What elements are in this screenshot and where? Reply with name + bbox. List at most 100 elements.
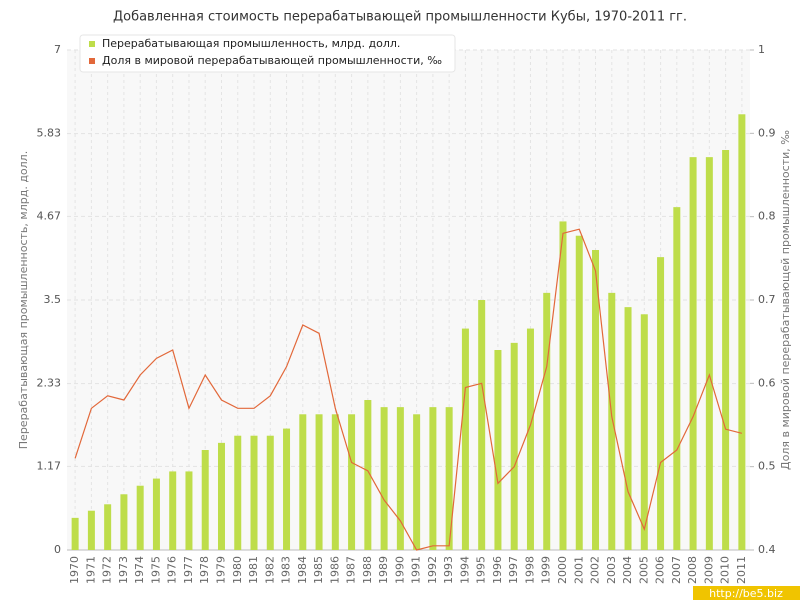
legend-box xyxy=(79,34,456,73)
legend: Перерабатывающая промышленность, млрд. д… xyxy=(79,34,456,73)
x-tick-label: 1993 xyxy=(442,556,455,584)
legend-swatch xyxy=(89,58,95,64)
x-tick-label: 1986 xyxy=(328,556,341,584)
y-tick-label: 3.5 xyxy=(44,293,62,306)
x-tick-label: 2005 xyxy=(637,556,650,584)
x-tick-label: 2001 xyxy=(572,556,585,584)
x-tick-label: 1988 xyxy=(361,556,374,584)
bar xyxy=(71,517,79,550)
x-tick-label: 2008 xyxy=(686,556,699,584)
line xyxy=(74,228,743,551)
legend-label: Перерабатывающая промышленность, млрд. д… xyxy=(102,37,400,50)
x-tick-label: 1985 xyxy=(312,556,325,584)
bar xyxy=(120,494,128,550)
bar xyxy=(510,342,518,550)
x-tick-label: 2000 xyxy=(556,556,569,584)
legend-label: Доля в мировой перерабатывающей промышле… xyxy=(102,54,442,67)
y-tick-label: 0 xyxy=(54,543,61,556)
bar xyxy=(348,414,356,550)
y2-tick-label: 0.5 xyxy=(758,460,776,473)
bar xyxy=(87,510,95,550)
bar xyxy=(201,450,209,550)
bar xyxy=(185,471,193,550)
bar xyxy=(738,114,746,551)
bar xyxy=(152,478,160,550)
y-tick-label: 7 xyxy=(54,43,61,56)
bar xyxy=(624,307,632,550)
x-tick-label: 1980 xyxy=(231,556,244,584)
legend-swatch xyxy=(89,41,95,47)
bar xyxy=(543,292,551,550)
bar xyxy=(494,350,502,550)
x-tick-label: 1970 xyxy=(68,556,81,584)
bar xyxy=(478,300,486,550)
bar xyxy=(266,435,274,550)
chart-title: Добавленная стоимость перерабатывающей п… xyxy=(113,10,687,25)
x-tick-label: 1973 xyxy=(117,556,130,584)
bar xyxy=(413,414,421,550)
bar xyxy=(592,250,600,550)
x-tick-label: 1989 xyxy=(377,556,390,584)
x-tick-label: 1977 xyxy=(182,556,195,584)
bar xyxy=(722,150,730,550)
bar xyxy=(315,414,323,550)
bar xyxy=(673,207,681,550)
bar xyxy=(299,414,307,550)
y2-tick-label: 0.6 xyxy=(758,376,776,389)
x-tick-label: 2006 xyxy=(654,556,667,584)
y2-tick-label: 0.4 xyxy=(758,543,776,556)
bar xyxy=(331,414,339,550)
x-tick-label: 1995 xyxy=(475,556,488,584)
x-tick-label: 1972 xyxy=(101,556,114,584)
bar xyxy=(640,314,648,550)
bar xyxy=(380,407,388,550)
bar xyxy=(526,328,534,550)
bar xyxy=(705,157,713,550)
x-tick-label: 1992 xyxy=(426,556,439,584)
x-tick-label: 2004 xyxy=(621,556,634,584)
bar xyxy=(364,400,372,550)
x-tick-label: 1987 xyxy=(345,556,358,584)
x-tick-label: 1982 xyxy=(263,556,276,584)
bar xyxy=(217,442,225,550)
bar xyxy=(250,435,258,550)
bar xyxy=(234,435,242,550)
x-tick-label: 1996 xyxy=(491,556,504,584)
y2-tick-label: 0.7 xyxy=(758,293,776,306)
x-tick-label: 1975 xyxy=(149,556,162,584)
y2-tick-label: 1 xyxy=(758,43,765,56)
watermark-bg xyxy=(693,586,800,600)
watermark: http://be5.biz xyxy=(709,587,783,600)
x-tick-label: 2002 xyxy=(589,556,602,584)
x-tick-label: 1971 xyxy=(84,556,97,584)
y-tick-label: 2.33 xyxy=(37,377,62,390)
y-tick-label: 1.17 xyxy=(37,459,62,472)
y2-tick-label: 0.9 xyxy=(758,126,776,139)
x-tick-label: 1983 xyxy=(280,556,293,584)
bar xyxy=(283,428,291,550)
y-tick-label: 4.67 xyxy=(37,209,62,222)
x-tick-label: 2009 xyxy=(702,556,715,584)
y2-axis-title: Доля в мировой перерабатывающей промышле… xyxy=(779,130,792,470)
x-tick-label: 2007 xyxy=(670,556,683,584)
x-tick-label: 1984 xyxy=(296,556,309,584)
x-tick-label: 2003 xyxy=(605,556,618,584)
bar xyxy=(559,221,567,550)
x-tick-label: 1991 xyxy=(410,556,423,584)
x-tick-label: 1999 xyxy=(540,556,553,584)
x-tick-label: 1981 xyxy=(247,556,260,584)
x-tick-label: 1978 xyxy=(198,556,211,584)
bar xyxy=(104,504,112,550)
y2-tick-label: 0.8 xyxy=(758,210,776,223)
bar xyxy=(396,407,404,550)
x-tick-label: 1998 xyxy=(523,556,536,584)
y-tick-label: 5.83 xyxy=(37,127,62,140)
bar xyxy=(608,292,616,550)
x-tick-label: 2011 xyxy=(735,556,748,584)
x-tick-label: 1974 xyxy=(133,556,146,584)
bar xyxy=(657,257,665,550)
y-axis-title: Перерабатывающая промышленность, млрд. д… xyxy=(17,151,30,449)
bar xyxy=(461,328,469,550)
bar xyxy=(429,407,437,550)
